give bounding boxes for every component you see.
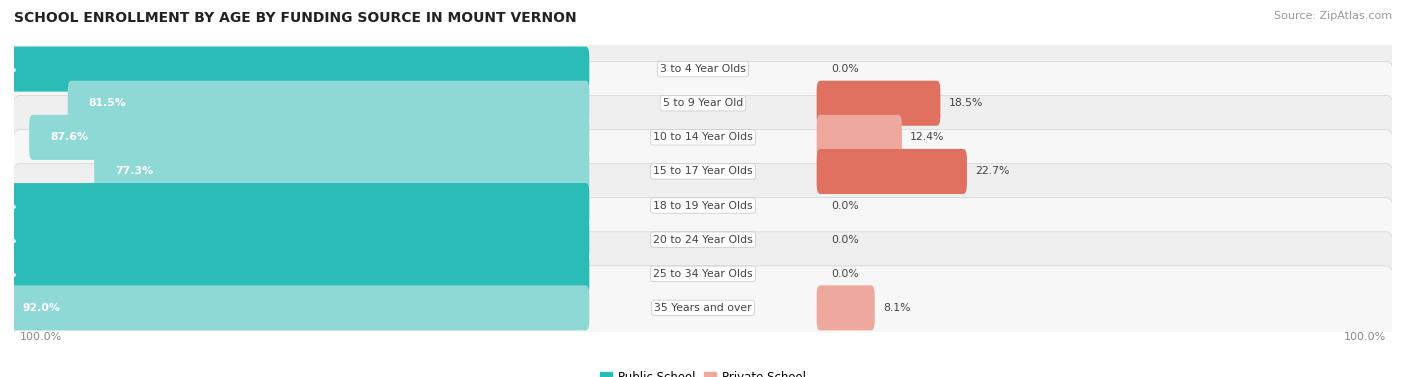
FancyBboxPatch shape (30, 115, 589, 160)
Text: 87.6%: 87.6% (49, 132, 89, 143)
FancyBboxPatch shape (11, 61, 1395, 145)
Text: 92.0%: 92.0% (22, 303, 60, 313)
FancyBboxPatch shape (11, 164, 1395, 248)
FancyBboxPatch shape (11, 129, 1395, 213)
FancyBboxPatch shape (67, 81, 589, 126)
Text: 100.0%: 100.0% (0, 234, 17, 245)
Text: 100.0%: 100.0% (1344, 333, 1386, 342)
Text: 100.0%: 100.0% (0, 64, 17, 74)
FancyBboxPatch shape (11, 232, 1395, 316)
FancyBboxPatch shape (0, 251, 589, 296)
Text: 0.0%: 0.0% (831, 269, 859, 279)
Text: 18.5%: 18.5% (949, 98, 983, 108)
Text: 35 Years and over: 35 Years and over (654, 303, 752, 313)
Legend: Public School, Private School: Public School, Private School (595, 366, 811, 377)
FancyBboxPatch shape (1, 285, 589, 330)
Text: 10 to 14 Year Olds: 10 to 14 Year Olds (654, 132, 752, 143)
Text: 0.0%: 0.0% (831, 234, 859, 245)
Text: 100.0%: 100.0% (20, 333, 62, 342)
FancyBboxPatch shape (94, 149, 589, 194)
FancyBboxPatch shape (11, 95, 1395, 179)
Text: 20 to 24 Year Olds: 20 to 24 Year Olds (654, 234, 752, 245)
FancyBboxPatch shape (817, 149, 967, 194)
FancyBboxPatch shape (817, 115, 901, 160)
Text: 0.0%: 0.0% (831, 201, 859, 211)
Text: 3 to 4 Year Olds: 3 to 4 Year Olds (659, 64, 747, 74)
FancyBboxPatch shape (11, 198, 1395, 282)
FancyBboxPatch shape (11, 27, 1395, 111)
Text: SCHOOL ENROLLMENT BY AGE BY FUNDING SOURCE IN MOUNT VERNON: SCHOOL ENROLLMENT BY AGE BY FUNDING SOUR… (14, 11, 576, 25)
Text: 81.5%: 81.5% (89, 98, 127, 108)
FancyBboxPatch shape (0, 183, 589, 228)
FancyBboxPatch shape (11, 266, 1395, 350)
Text: 18 to 19 Year Olds: 18 to 19 Year Olds (654, 201, 752, 211)
FancyBboxPatch shape (0, 47, 589, 92)
Text: 0.0%: 0.0% (831, 64, 859, 74)
Text: 8.1%: 8.1% (883, 303, 910, 313)
Text: 25 to 34 Year Olds: 25 to 34 Year Olds (654, 269, 752, 279)
FancyBboxPatch shape (817, 81, 941, 126)
Text: Source: ZipAtlas.com: Source: ZipAtlas.com (1274, 11, 1392, 21)
Text: 22.7%: 22.7% (974, 166, 1010, 176)
Text: 77.3%: 77.3% (115, 166, 153, 176)
FancyBboxPatch shape (817, 285, 875, 330)
Text: 100.0%: 100.0% (0, 269, 17, 279)
Text: 15 to 17 Year Olds: 15 to 17 Year Olds (654, 166, 752, 176)
Text: 100.0%: 100.0% (0, 201, 17, 211)
Text: 12.4%: 12.4% (910, 132, 945, 143)
FancyBboxPatch shape (0, 217, 589, 262)
Text: 5 to 9 Year Old: 5 to 9 Year Old (662, 98, 744, 108)
